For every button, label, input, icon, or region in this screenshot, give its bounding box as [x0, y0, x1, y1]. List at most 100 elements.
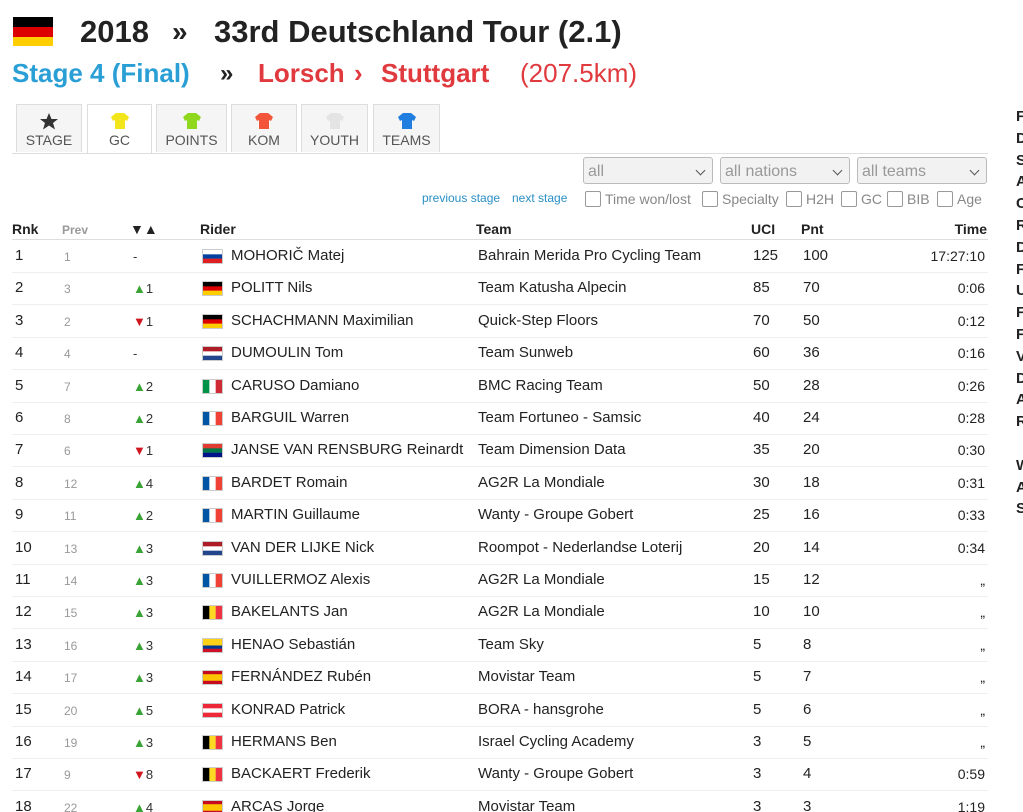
- checkbox-box[interactable]: [786, 191, 802, 207]
- team-name[interactable]: Wanty - Groupe Gobert: [478, 506, 634, 524]
- tab-stage[interactable]: STAGE: [16, 104, 82, 152]
- rider-name[interactable]: SCHACHMANN Maximilian: [231, 311, 414, 329]
- flag-stripe: [209, 476, 216, 490]
- rider-name[interactable]: BACKAERT Frederik: [231, 765, 371, 783]
- next-stage-link[interactable]: next stage: [512, 191, 568, 205]
- select-nation[interactable]: all nations: [720, 157, 850, 184]
- sidebar-fragment: R: [1016, 413, 1023, 431]
- select-filter[interactable]: all: [583, 157, 713, 184]
- rider-name[interactable]: FERNÁNDEZ Rubén: [231, 668, 372, 686]
- tab-kom[interactable]: KOM: [231, 104, 297, 152]
- stage-link[interactable]: Stage 4 (Final): [12, 58, 190, 88]
- sidebar-fragment: S: [1016, 500, 1023, 517]
- time: 1:19: [957, 798, 985, 812]
- separator: »: [172, 16, 188, 47]
- previous-rank: 15: [64, 606, 78, 621]
- flag-stripe: [209, 736, 216, 749]
- rider-name[interactable]: POLITT Nils: [231, 279, 313, 297]
- checkbox-box[interactable]: [887, 191, 903, 207]
- rider-name[interactable]: DUMOULIN Tom: [231, 344, 344, 362]
- team-name[interactable]: Movistar Team: [478, 797, 576, 812]
- checkbox[interactable]: Specialty: [702, 191, 779, 207]
- flag-stripe: [203, 642, 222, 646]
- rank-change: ▲2: [133, 378, 154, 394]
- team-name[interactable]: AG2R La Mondiale: [478, 571, 605, 588]
- team-name[interactable]: BMC Racing Team: [478, 376, 603, 394]
- column-header: Pnt: [801, 221, 824, 237]
- tab-points[interactable]: POINTS: [156, 104, 227, 152]
- rider-name[interactable]: BARGUIL Warren: [231, 409, 350, 426]
- rider-name[interactable]: MARTIN Guillaume: [231, 506, 360, 524]
- rider-name[interactable]: HENAO Sebastián: [231, 635, 356, 653]
- tab-gc[interactable]: GC: [87, 104, 152, 154]
- rider-name[interactable]: KONRAD Patrick: [231, 700, 346, 718]
- country-flag: [202, 702, 223, 718]
- checkbox-box[interactable]: [585, 191, 601, 207]
- tab-label: TEAMS: [382, 132, 431, 148]
- team-name[interactable]: Roompot - Nederlandse Loterij: [478, 538, 683, 556]
- team-name[interactable]: Team Katusha Alpecin: [478, 279, 627, 297]
- flag-stripe: [203, 314, 222, 320]
- rider-name[interactable]: HERMANS Ben: [231, 733, 337, 750]
- checkbox[interactable]: GC: [841, 191, 882, 207]
- rank-change: ▲3: [133, 540, 154, 556]
- team-name[interactable]: Quick-Step Floors: [478, 311, 599, 329]
- tab-label: KOM: [248, 132, 280, 148]
- points: 3: [803, 797, 812, 812]
- uci-points: 125: [753, 247, 779, 264]
- checkbox-box[interactable]: [702, 191, 718, 207]
- checkbox[interactable]: Time won/lost: [585, 191, 691, 207]
- rider-name[interactable]: BARDET Romain: [231, 473, 348, 491]
- rider-name[interactable]: ARCAS Jorge: [231, 797, 325, 812]
- column-header: Time: [954, 221, 987, 237]
- team-name[interactable]: Team Sky: [478, 635, 544, 653]
- rank: 6: [15, 409, 24, 426]
- tab-youth[interactable]: YOUTH: [301, 104, 368, 152]
- time: 0:26: [957, 377, 985, 394]
- team-name[interactable]: AG2R La Mondiale: [478, 473, 605, 491]
- rider-name[interactable]: JANSE VAN RENSBURG Reinardt: [231, 441, 464, 459]
- team-name[interactable]: BORA - hansgrohe: [478, 700, 604, 718]
- team-name[interactable]: Israel Cycling Academy: [478, 733, 634, 750]
- sidebar-fragment: D: [1016, 369, 1023, 387]
- team-name[interactable]: Team Dimension Data: [478, 441, 626, 459]
- time: 0:31: [957, 474, 985, 491]
- flag-stripe: [209, 606, 216, 620]
- team-name[interactable]: AG2R La Mondiale: [478, 603, 605, 621]
- flag-stripe: [203, 606, 210, 620]
- flag-stripe: [215, 509, 222, 523]
- team-name[interactable]: Movistar Team: [478, 668, 576, 686]
- team-name[interactable]: Team Fortuneo - Samsic: [478, 409, 642, 426]
- checkbox[interactable]: BIB: [887, 191, 930, 207]
- select-team[interactable]: all teams: [857, 157, 987, 184]
- rank-change: ▲2: [133, 508, 154, 524]
- tab-teams[interactable]: TEAMS: [373, 104, 440, 152]
- country-flag: [202, 443, 223, 459]
- uci-points: 3: [753, 765, 762, 783]
- rank-change: ▲3: [133, 605, 154, 621]
- sidebar-fragment: A: [1016, 173, 1023, 191]
- checkbox-label: Age: [957, 191, 982, 207]
- flag-stripe: [209, 768, 216, 782]
- team-name[interactable]: Team Sunweb: [478, 344, 574, 362]
- previous-rank: 12: [64, 476, 78, 491]
- checkbox[interactable]: H2H: [786, 191, 834, 207]
- checkbox-box[interactable]: [937, 191, 953, 207]
- checkbox-box[interactable]: [841, 191, 857, 207]
- row-rule: [12, 596, 988, 597]
- checkbox[interactable]: Age: [937, 191, 982, 207]
- rank-change: ▼1: [133, 313, 154, 329]
- country-flag: [202, 637, 223, 653]
- rider-name[interactable]: VUILLERMOZ Alexis: [231, 571, 371, 588]
- rider-name[interactable]: VAN DER LIJKE Nick: [231, 538, 375, 556]
- jersey-icon: [110, 113, 129, 129]
- team-name[interactable]: Wanty - Groupe Gobert: [478, 765, 634, 783]
- previous-stage-link[interactable]: previous stage: [422, 191, 501, 205]
- rider-name[interactable]: BAKELANTS Jan: [231, 603, 348, 621]
- rider-name[interactable]: MOHORIČ Matej: [231, 247, 345, 264]
- finish-city: Stuttgart: [381, 58, 490, 88]
- rider-name[interactable]: CARUSO Damiano: [231, 376, 360, 394]
- flag-stripe: [215, 574, 222, 587]
- sidebar-fragment: F: [1016, 326, 1023, 343]
- team-name[interactable]: Bahrain Merida Pro Cycling Team: [478, 247, 702, 264]
